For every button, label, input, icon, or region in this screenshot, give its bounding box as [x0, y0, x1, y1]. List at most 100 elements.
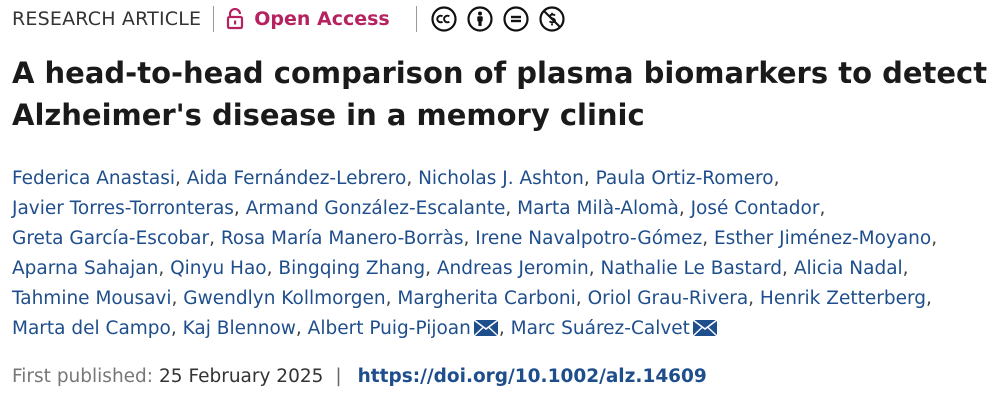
author-separator: , [588, 258, 601, 279]
author-link[interactable]: José Contador [691, 198, 820, 219]
author-separator: , [498, 318, 511, 339]
author-separator: , [773, 168, 780, 189]
author-separator: , [463, 228, 476, 249]
author-link[interactable]: Marta Milà-Alomà [517, 198, 679, 219]
author-separator: , [406, 168, 419, 189]
author-name: Nicholas J. Ashton [418, 168, 584, 189]
author-name: Oriol Grau-Rivera [587, 288, 749, 309]
author-link[interactable]: Marc Suárez-Calvet [511, 318, 718, 339]
author-link[interactable]: Henrik Zetterberg [760, 288, 926, 309]
author-name: Margherita Carboni [397, 288, 576, 309]
author-separator: , [575, 288, 588, 309]
author-link[interactable]: Qinyu Hao [170, 258, 267, 279]
non-commercial-icon[interactable] [539, 6, 565, 32]
author-name: Aparna Sahajan [12, 258, 159, 279]
author-link[interactable]: Rosa María Manero-Borràs [221, 228, 464, 249]
author-separator: , [158, 258, 171, 279]
author-name: Nathalie Le Bastard [600, 258, 783, 279]
author-name: Kaj Blennow [182, 318, 296, 339]
author-separator: , [782, 258, 794, 279]
author-separator: , [748, 288, 760, 309]
author-link[interactable]: Oriol Grau-Rivera [588, 288, 749, 309]
open-access-badge[interactable]: Open Access [226, 8, 390, 30]
author-link[interactable]: Javier Torres-Torronteras [12, 198, 234, 219]
cc-icon[interactable] [431, 6, 457, 32]
author-name: Andreas Jeromin [436, 258, 589, 279]
author-separator: , [583, 168, 596, 189]
author-separator: , [295, 318, 308, 339]
author-name: Albert Puig-Pijoan [307, 318, 471, 339]
author-name: Greta García-Escobar [12, 228, 210, 249]
author-name: Irene Navalpotro-Gómez [475, 228, 703, 249]
author-name: Alicia Nadal [793, 258, 903, 279]
author-separator: , [175, 168, 187, 189]
author-name: Marta Milà-Alomà [517, 198, 679, 219]
author-name: Marc Suárez-Calvet [510, 318, 690, 339]
author-separator: , [266, 258, 279, 279]
by-attribution-icon[interactable] [467, 6, 493, 32]
unlocked-padlock-icon [226, 8, 244, 30]
author-link[interactable]: Tahmine Mousavi [12, 288, 172, 309]
divider [415, 6, 417, 32]
author-link[interactable]: Gwendlyn Kollmorgen [183, 288, 385, 309]
author-link[interactable]: Albert Puig-Pijoan [308, 318, 499, 339]
author-separator: , [385, 288, 398, 309]
author-name: Armand González-Escalante [245, 198, 506, 219]
author-separator: , [902, 258, 909, 279]
separator: | [335, 366, 342, 387]
author-name: Paula Ortiz-Romero [595, 168, 774, 189]
author-separator: , [819, 198, 826, 219]
author-name: Tahmine Mousavi [12, 288, 172, 309]
author-separator: , [170, 318, 183, 339]
license-icons[interactable] [431, 6, 575, 32]
publication-date: 25 February 2025 [159, 366, 324, 387]
author-separator: , [425, 258, 437, 279]
author-link[interactable]: Nicholas J. Ashton [418, 168, 584, 189]
author-link[interactable]: Kaj Blennow [183, 318, 296, 339]
divider [213, 6, 215, 32]
author-link[interactable]: Paula Ortiz-Romero [596, 168, 774, 189]
author-separator: , [925, 288, 932, 309]
author-link[interactable]: Esther Jiménez-Moyano [714, 228, 931, 249]
author-link[interactable]: Irene Navalpotro-Gómez [475, 228, 702, 249]
author-name: Aida Fernández-Lebrero [186, 168, 407, 189]
article-meta-bar: RESEARCH ARTICLE Open Access [12, 4, 575, 34]
author-name: Bingqing Zhang [278, 258, 426, 279]
author-link[interactable]: Marta del Campo [12, 318, 171, 339]
author-separator: , [171, 288, 184, 309]
envelope-icon[interactable] [473, 319, 499, 337]
first-published-label: First published: [12, 366, 154, 387]
author-name: Qinyu Hao [170, 258, 267, 279]
author-link[interactable]: Margherita Carboni [397, 288, 575, 309]
author-name: Federica Anastasi [12, 168, 175, 189]
author-link[interactable]: Aparna Sahajan [12, 258, 158, 279]
author-name: Henrik Zetterberg [759, 288, 926, 309]
author-separator: , [505, 198, 518, 219]
author-separator: , [209, 228, 221, 249]
article-type-label: RESEARCH ARTICLE [12, 8, 202, 30]
article-title: A head-to-head comparison of plasma biom… [12, 56, 988, 132]
publication-info: First published: 25 February 2025 | http… [12, 366, 707, 387]
author-name: Marta del Campo [12, 318, 171, 339]
author-link[interactable]: Aida Fernández-Lebrero [187, 168, 407, 189]
doi-link[interactable]: https://doi.org/10.1002/alz.14609 [357, 366, 707, 387]
author-separator: , [931, 228, 938, 249]
author-link[interactable]: Armand González-Escalante [246, 198, 506, 219]
author-link[interactable]: Greta García-Escobar [12, 228, 209, 249]
author-link[interactable]: Bingqing Zhang [278, 258, 425, 279]
author-link[interactable]: Nathalie Le Bastard [600, 258, 782, 279]
no-derivatives-icon[interactable] [503, 6, 529, 32]
author-link[interactable]: Federica Anastasi [12, 168, 175, 189]
author-name: José Contador [690, 198, 820, 219]
author-separator: , [702, 228, 714, 249]
author-name: Esther Jiménez-Moyano [713, 228, 932, 249]
author-link[interactable]: Alicia Nadal [794, 258, 903, 279]
author-separator: , [233, 198, 246, 219]
author-name: Javier Torres-Torronteras [12, 198, 234, 219]
envelope-icon[interactable] [692, 319, 718, 337]
author-list: Federica Anastasi, Aida Fernández-Lebrer… [12, 164, 997, 344]
author-name: Gwendlyn Kollmorgen [183, 288, 386, 309]
author-link[interactable]: Andreas Jeromin [437, 258, 589, 279]
open-access-label: Open Access [254, 8, 390, 30]
